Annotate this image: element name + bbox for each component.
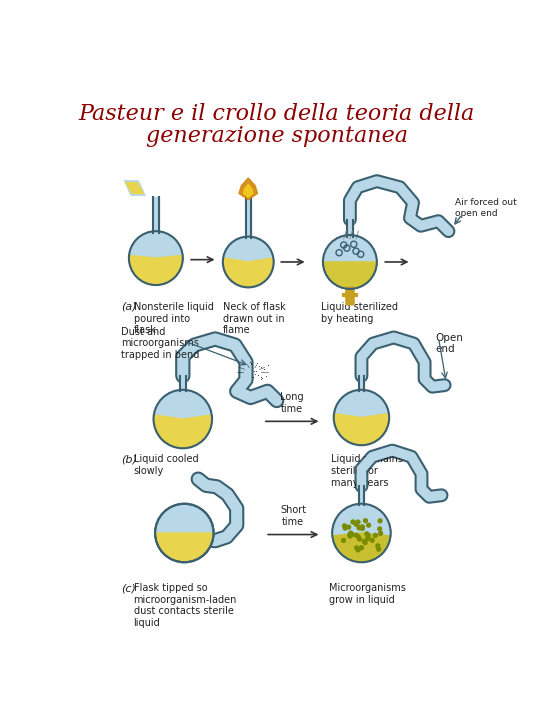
Circle shape	[334, 390, 389, 445]
Circle shape	[354, 522, 358, 526]
Polygon shape	[180, 376, 186, 391]
Circle shape	[349, 531, 353, 535]
Circle shape	[360, 546, 363, 549]
Wedge shape	[334, 413, 389, 445]
Circle shape	[355, 546, 359, 550]
Circle shape	[347, 525, 350, 529]
Polygon shape	[126, 183, 144, 194]
Circle shape	[377, 547, 381, 551]
Circle shape	[356, 520, 360, 524]
Circle shape	[354, 534, 358, 537]
Circle shape	[356, 535, 360, 539]
Text: Long
time: Long time	[280, 392, 304, 414]
Circle shape	[367, 523, 370, 527]
Circle shape	[342, 524, 347, 528]
Circle shape	[155, 504, 214, 562]
Polygon shape	[359, 376, 364, 391]
Polygon shape	[239, 178, 258, 199]
Circle shape	[323, 235, 377, 289]
Circle shape	[363, 518, 367, 523]
Text: Liquid remains
sterile for
many years: Liquid remains sterile for many years	[330, 454, 403, 487]
Text: Pasteur e il crollo della teoria della: Pasteur e il crollo della teoria della	[79, 104, 475, 125]
Circle shape	[357, 526, 361, 530]
Wedge shape	[223, 258, 274, 287]
Polygon shape	[246, 192, 251, 238]
Circle shape	[357, 537, 361, 541]
Wedge shape	[155, 533, 214, 562]
Text: Open
end: Open end	[435, 333, 463, 354]
Circle shape	[362, 539, 366, 544]
Circle shape	[361, 525, 365, 528]
Wedge shape	[323, 262, 377, 289]
Circle shape	[358, 526, 362, 530]
Circle shape	[155, 504, 214, 562]
Circle shape	[374, 534, 377, 537]
Polygon shape	[359, 486, 364, 505]
Text: Short
time: Short time	[280, 505, 306, 527]
Circle shape	[366, 534, 370, 537]
Polygon shape	[347, 220, 353, 237]
Text: Nonsterile liquid
poured into
flask: Nonsterile liquid poured into flask	[133, 302, 213, 336]
Circle shape	[366, 536, 370, 541]
Text: Microorganisms
grow in liquid: Microorganisms grow in liquid	[329, 583, 406, 605]
Wedge shape	[153, 415, 212, 449]
Text: Dust and
microorganisms
trapped in bend: Dust and microorganisms trapped in bend	[121, 327, 200, 360]
Wedge shape	[155, 533, 214, 562]
Circle shape	[129, 231, 183, 285]
Circle shape	[343, 526, 347, 530]
Circle shape	[351, 520, 355, 524]
Circle shape	[379, 531, 382, 535]
Circle shape	[153, 390, 212, 449]
Text: Liquid sterilized
by heating: Liquid sterilized by heating	[321, 302, 399, 323]
Circle shape	[363, 541, 367, 544]
Circle shape	[348, 534, 352, 538]
Text: Air forced out
open end: Air forced out open end	[455, 198, 516, 217]
Circle shape	[370, 539, 374, 542]
Circle shape	[378, 519, 382, 523]
Circle shape	[332, 504, 391, 562]
Polygon shape	[244, 184, 253, 197]
Circle shape	[342, 539, 346, 542]
Text: (c): (c)	[121, 583, 136, 593]
Circle shape	[356, 548, 360, 552]
Text: Liquid cooled
slowly: Liquid cooled slowly	[133, 454, 198, 476]
Text: (b): (b)	[121, 454, 137, 464]
Circle shape	[378, 527, 382, 531]
Circle shape	[361, 526, 365, 531]
Circle shape	[365, 532, 369, 536]
Circle shape	[223, 237, 274, 287]
Circle shape	[350, 533, 354, 536]
Text: Flask tipped so
microorganism-laden
dust contacts sterile
liquid: Flask tipped so microorganism-laden dust…	[133, 583, 237, 628]
Text: generazione spontanea: generazione spontanea	[146, 125, 408, 147]
Polygon shape	[153, 197, 159, 233]
Polygon shape	[125, 181, 144, 195]
Circle shape	[348, 533, 352, 536]
Text: Neck of flask
drawn out in
flame: Neck of flask drawn out in flame	[223, 302, 286, 336]
Wedge shape	[332, 533, 390, 562]
Wedge shape	[129, 256, 183, 285]
Circle shape	[376, 544, 380, 548]
Text: (a): (a)	[121, 302, 137, 312]
